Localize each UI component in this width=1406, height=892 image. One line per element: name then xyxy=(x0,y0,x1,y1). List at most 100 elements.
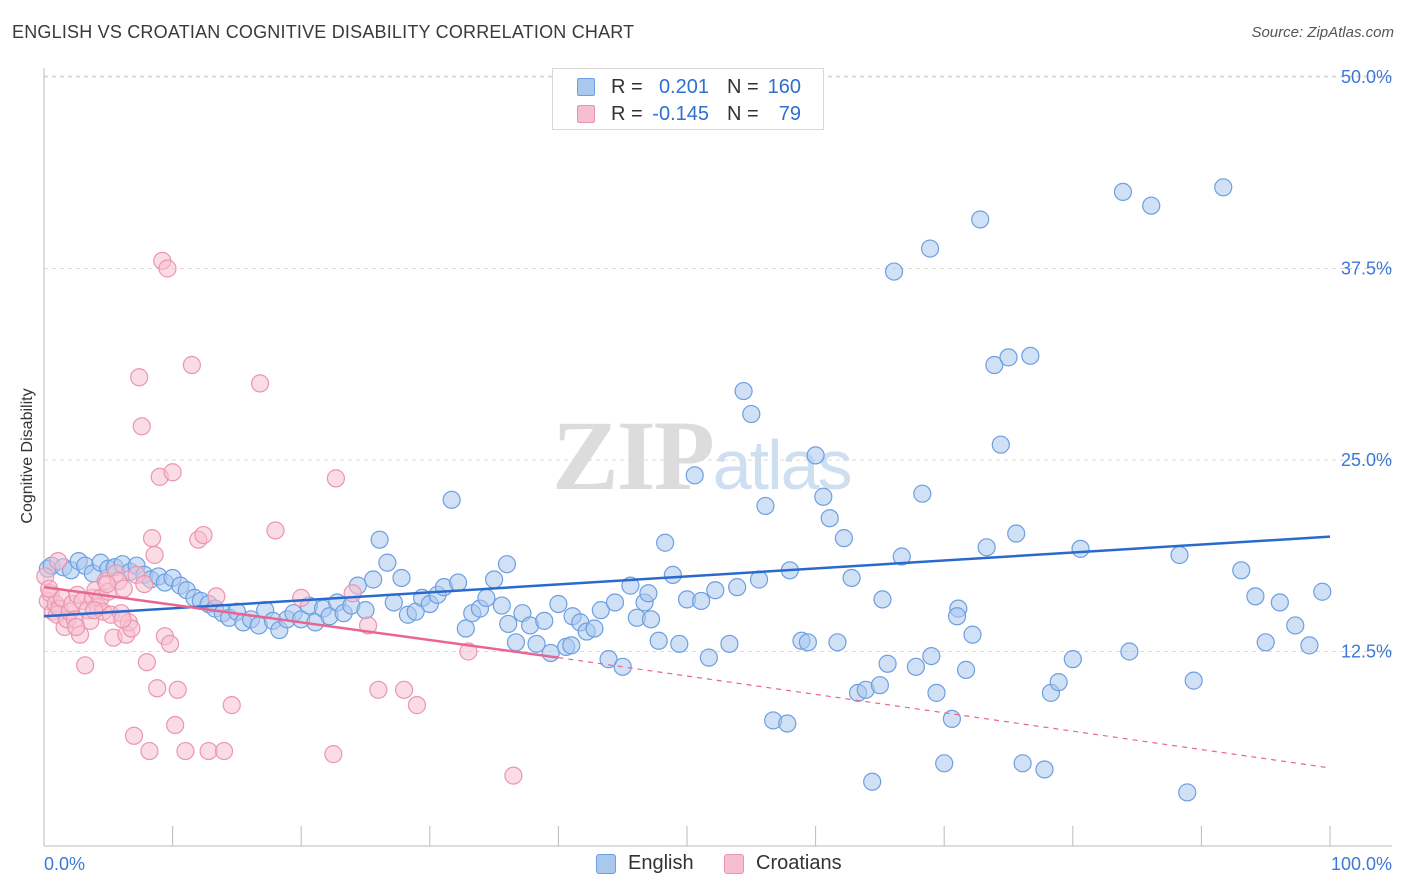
english-swatch xyxy=(577,78,595,96)
croatian-point xyxy=(166,715,185,735)
english-point xyxy=(913,484,932,503)
english-point xyxy=(884,262,904,281)
english-point xyxy=(806,446,825,465)
english-point xyxy=(1178,783,1197,802)
croatian-point xyxy=(76,656,95,675)
croatian-point xyxy=(358,616,378,635)
trend-lines xyxy=(43,535,1331,769)
croatian-point xyxy=(49,552,68,571)
tick-labels: 12.5% 25.0% 37.5% 50.0% 0.0% 100.0% xyxy=(44,67,1392,874)
english-point xyxy=(485,570,504,589)
croatian-point xyxy=(130,368,149,387)
croatian-point xyxy=(214,741,234,761)
english-point xyxy=(977,538,996,557)
english-trend-line xyxy=(43,535,1331,618)
croatian-point xyxy=(194,525,213,545)
legend-label-croatians: Croatians xyxy=(756,852,842,874)
croatian-point xyxy=(369,680,388,699)
chart-title: ENGLISH VS CROATIAN COGNITIVE DISABILITY… xyxy=(12,22,635,42)
croatian-point xyxy=(250,374,270,393)
english-point xyxy=(1021,346,1040,365)
english-point xyxy=(639,584,658,603)
croatian-point xyxy=(504,766,523,785)
croatian-point xyxy=(137,653,156,672)
english-point xyxy=(364,570,383,589)
r-value: 0.201 xyxy=(658,76,709,98)
english-point xyxy=(392,568,411,588)
english-point xyxy=(734,381,753,401)
english-point xyxy=(742,404,761,424)
english-point xyxy=(935,754,954,773)
croatian-point xyxy=(326,469,346,488)
english-point xyxy=(492,596,511,615)
english-point xyxy=(685,466,704,485)
english-point xyxy=(706,581,725,600)
english-point xyxy=(1232,561,1251,580)
english-point xyxy=(356,601,375,620)
english-point xyxy=(663,565,682,585)
croatian-point xyxy=(140,741,159,761)
y-tick-label: 12.5% xyxy=(1341,642,1392,662)
english-point xyxy=(1214,178,1233,197)
english-point xyxy=(1256,633,1275,652)
english-point xyxy=(947,607,967,626)
croatian-point xyxy=(394,680,414,699)
croatian-point xyxy=(163,463,182,482)
english-point xyxy=(562,636,581,655)
croatian-point xyxy=(132,417,151,436)
croatian-point xyxy=(207,587,226,606)
english-point xyxy=(985,355,1004,375)
croatian-point xyxy=(135,574,154,594)
correlation-legend: R = 0.201 N = 160 R = -0.145 N = 79 xyxy=(552,68,824,130)
croatian-point xyxy=(67,617,86,637)
english-point xyxy=(1007,524,1026,543)
legend-row-english: R = 0.201 N = 160 xyxy=(553,73,823,101)
english-point xyxy=(892,547,911,566)
croatian-swatch xyxy=(577,105,595,123)
english-point xyxy=(1142,196,1161,215)
english-point xyxy=(591,601,610,620)
english-point xyxy=(1184,671,1203,690)
english-point xyxy=(814,487,833,506)
english-point xyxy=(1120,642,1139,661)
croatian-point xyxy=(182,355,201,375)
english-point xyxy=(499,614,518,634)
croatian-point xyxy=(266,521,285,540)
zipatlas-watermark: ZIPatlas xyxy=(552,398,853,513)
english-point xyxy=(535,611,554,630)
english-point xyxy=(541,643,560,663)
croatian-legend-swatch xyxy=(724,854,744,874)
croatian-points xyxy=(36,251,523,785)
legend-label-english: English xyxy=(628,852,694,874)
english-point xyxy=(1300,636,1319,655)
english-point xyxy=(842,568,861,588)
n-label: N = xyxy=(727,76,759,98)
croatian-point xyxy=(199,741,218,761)
english-point xyxy=(477,588,496,607)
english-point xyxy=(873,590,892,609)
english-point xyxy=(497,555,517,574)
english-point xyxy=(670,634,689,653)
english-point xyxy=(378,553,397,572)
english-point xyxy=(828,633,847,652)
r-value: -0.145 xyxy=(652,103,709,125)
english-point xyxy=(1313,582,1332,601)
legend-row-croatians: R = -0.145 N = 79 xyxy=(553,100,823,128)
r-label: R = xyxy=(611,103,643,125)
x-tick-label: 100.0% xyxy=(1331,854,1392,874)
english-point xyxy=(971,210,990,229)
croatian-trend-extension xyxy=(558,657,1331,769)
y-tick-label: 37.5% xyxy=(1341,259,1392,279)
english-point xyxy=(506,633,526,652)
n-value: 79 xyxy=(778,103,801,125)
english-point xyxy=(756,496,775,516)
croatian-point xyxy=(176,741,195,761)
n-value: 160 xyxy=(767,76,801,98)
english-point xyxy=(820,509,839,528)
croatian-point xyxy=(407,696,427,715)
grid-lines xyxy=(44,75,1392,652)
croatian-point xyxy=(148,679,167,698)
watermark-zip: ZIP xyxy=(552,400,715,511)
english-point xyxy=(870,676,890,695)
